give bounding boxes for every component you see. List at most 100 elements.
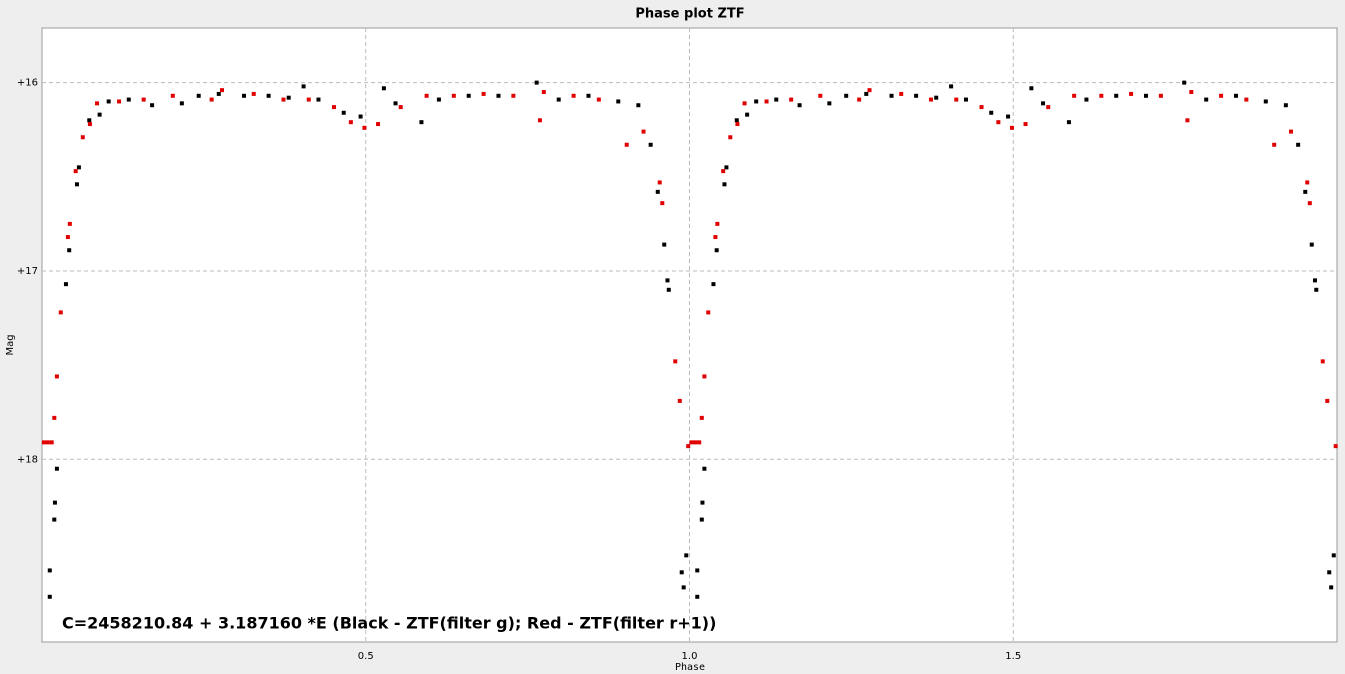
data-point (242, 93, 247, 98)
data-point (466, 93, 471, 98)
data-point (624, 142, 629, 147)
data-point (63, 282, 68, 287)
data-point (398, 105, 403, 110)
data-point (358, 114, 363, 119)
data-point (648, 142, 653, 147)
data-point (65, 235, 70, 240)
data-point (764, 99, 769, 104)
data-point (424, 93, 429, 98)
data-point (1158, 93, 1163, 98)
data-point (715, 221, 720, 226)
data-point (251, 91, 256, 96)
data-point (724, 165, 729, 170)
data-point (665, 278, 670, 283)
data-point (655, 189, 660, 194)
data-point (1305, 180, 1310, 185)
data-point (381, 86, 386, 91)
data-point (87, 122, 92, 127)
data-point (697, 440, 702, 445)
data-point (1072, 93, 1077, 98)
data-point (699, 517, 704, 522)
data-point (673, 359, 678, 364)
data-point (754, 99, 759, 104)
data-point (934, 95, 939, 100)
data-point (1331, 553, 1336, 558)
data-point (1314, 287, 1319, 292)
data-point (797, 103, 802, 108)
data-point (436, 97, 441, 102)
data-point (693, 440, 698, 445)
data-point (827, 101, 832, 106)
data-point (45, 440, 50, 445)
data-point (889, 93, 894, 98)
data-point (52, 517, 57, 522)
y-tick-label: +18 (17, 454, 38, 465)
data-point (721, 169, 726, 174)
data-point (534, 80, 539, 85)
data-point (728, 135, 733, 140)
data-point (789, 97, 794, 102)
data-point (1219, 93, 1224, 98)
data-point (117, 99, 122, 104)
data-point (571, 93, 576, 98)
data-point (735, 122, 740, 127)
data-point (689, 440, 694, 445)
data-point (220, 88, 225, 93)
data-point (67, 221, 72, 226)
data-point (695, 594, 700, 599)
data-point (196, 93, 201, 98)
data-point (1325, 398, 1330, 403)
data-point (699, 415, 704, 420)
data-point (1329, 585, 1334, 590)
data-point (864, 91, 869, 96)
data-point (1009, 125, 1014, 130)
data-point (541, 90, 546, 95)
data-point (818, 93, 823, 98)
data-point (341, 110, 346, 115)
data-point (511, 93, 516, 98)
data-point (722, 182, 727, 187)
data-point (1303, 189, 1308, 194)
data-point (362, 125, 367, 130)
data-point (556, 97, 561, 102)
data-point (481, 91, 486, 96)
data-point (714, 248, 719, 253)
data-point (700, 500, 705, 505)
data-point (979, 105, 984, 110)
x-tick-label: 1.5 (1005, 651, 1021, 662)
x-tick-label: 1.0 (682, 651, 698, 662)
data-point (1129, 91, 1134, 96)
data-point (1023, 122, 1028, 127)
data-point (684, 553, 689, 558)
data-point (80, 135, 85, 140)
data-point (1327, 570, 1332, 575)
chart-title: Phase plot ZTF (635, 7, 744, 22)
data-point (332, 105, 337, 110)
data-point (209, 97, 214, 102)
data-point (1066, 120, 1071, 125)
data-point (95, 101, 100, 106)
data-point (596, 97, 601, 102)
data-point (376, 122, 381, 127)
data-point (281, 97, 286, 102)
data-point (1204, 97, 1209, 102)
data-point (702, 466, 707, 471)
data-point (54, 466, 59, 471)
data-point (666, 287, 671, 292)
data-point (660, 201, 665, 206)
data-point (1114, 93, 1119, 98)
data-point (73, 169, 78, 174)
data-point (74, 182, 79, 187)
data-point (1263, 99, 1268, 104)
data-point (126, 97, 131, 102)
data-point (52, 500, 57, 505)
data-point (76, 165, 81, 170)
x-tick-label: 0.5 (358, 651, 374, 662)
data-point (929, 97, 934, 102)
data-point (1182, 80, 1187, 85)
data-point (47, 594, 52, 599)
data-point (67, 248, 72, 253)
data-point (1244, 97, 1249, 102)
data-point (857, 97, 862, 102)
